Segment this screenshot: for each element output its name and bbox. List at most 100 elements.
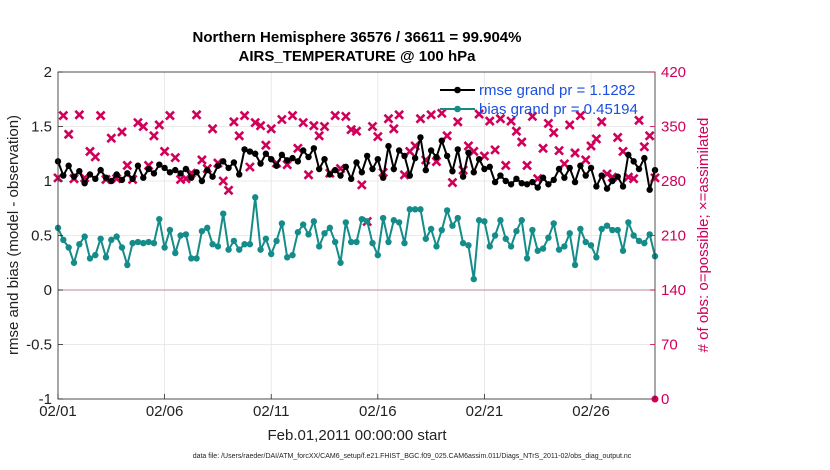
rmse-point [124, 170, 131, 177]
bias-point [486, 243, 493, 250]
bias-point [507, 243, 515, 250]
obs-possible-marker [431, 156, 442, 167]
bias-point [129, 239, 136, 247]
rmse-point [70, 173, 78, 180]
bias-point [518, 217, 525, 224]
y-tick-label: 0 [44, 282, 52, 299]
rmse-point [571, 178, 579, 186]
bias-point [529, 226, 536, 234]
rmse-point [363, 152, 371, 160]
obs-possible-marker [538, 143, 548, 154]
x-tick-label: 02/26 [572, 403, 610, 420]
obs-possible-marker [228, 116, 239, 127]
obs-possible-marker [159, 146, 170, 157]
bias-point [225, 246, 232, 253]
bias-point [593, 254, 600, 261]
bias-point [411, 206, 419, 213]
legend-rmse-marker [454, 86, 461, 94]
bias-point [635, 237, 643, 245]
rmse-point [299, 147, 307, 154]
obs-possible-marker [95, 110, 106, 121]
rmse-point [385, 142, 392, 150]
rmse-point [518, 179, 525, 187]
rmse-point [555, 165, 563, 173]
rmse-point [379, 174, 387, 181]
rmse-point [486, 163, 493, 171]
obs-possible-marker [436, 108, 447, 119]
rmse-point [523, 181, 531, 188]
bias-point [284, 254, 291, 261]
rmse-point [321, 156, 328, 163]
rmse-point [417, 134, 424, 141]
obs-possible-marker [527, 111, 538, 122]
obs-possible-marker [484, 116, 495, 126]
rmse-point [214, 162, 222, 169]
obs-possible-marker [239, 110, 250, 121]
rmse-point [358, 169, 366, 176]
obs-possible-marker [298, 117, 309, 128]
rmse-point [561, 174, 568, 181]
rmse-point [614, 173, 621, 180]
obs-possible-marker [330, 110, 341, 121]
bias-point [342, 219, 350, 226]
rmse-point [593, 183, 600, 190]
y2-tick-label: 350 [661, 119, 686, 136]
bias-point [230, 237, 238, 245]
rmse-point [188, 174, 195, 181]
obs-possible-marker [170, 152, 181, 163]
rmse-point [198, 177, 206, 185]
bias-point [401, 239, 408, 247]
bias-point [172, 249, 179, 257]
obs-possible-marker [570, 148, 580, 158]
obs-possible-marker [548, 127, 559, 138]
rmse-point [481, 165, 488, 173]
obs-possible-marker [191, 109, 202, 120]
rmse-point [289, 154, 296, 162]
bias-point [587, 242, 595, 249]
bias-point [369, 239, 376, 247]
obs-possible-marker [314, 130, 325, 141]
rmse-point [268, 156, 275, 163]
bias-point [603, 222, 611, 229]
bias-point [241, 241, 248, 248]
obs-possible-marker [74, 109, 85, 120]
bias-point [299, 221, 307, 228]
obs-possible-marker [266, 123, 277, 134]
rmse-point [97, 166, 104, 174]
y2-tick-label: 70 [661, 337, 678, 354]
bias-point [257, 246, 264, 253]
obs-possible-marker [149, 130, 159, 141]
bias-point [513, 227, 520, 235]
bias-point [252, 194, 259, 201]
rmse-point [86, 171, 94, 178]
bias-point [582, 238, 589, 246]
rmse-point [619, 183, 627, 190]
rmse-point [449, 167, 456, 175]
obs-possible-marker [580, 155, 591, 165]
obs-possible-marker [90, 151, 101, 162]
rmse-point [491, 178, 499, 186]
obs-possible-marker [356, 179, 367, 190]
rmse-point [550, 176, 557, 184]
bias-point [214, 243, 222, 250]
rmse-point [156, 161, 163, 168]
bias-point [443, 207, 451, 214]
obs-possible-marker [122, 160, 133, 171]
rmse-point [150, 170, 158, 177]
obs-possible-marker [351, 126, 362, 137]
bias-point [102, 254, 110, 261]
bias-point [140, 239, 147, 247]
bias-point [619, 247, 627, 254]
bias-point [97, 235, 104, 242]
bias-point [609, 226, 616, 234]
bias-point [454, 214, 461, 222]
obs-possible-marker [575, 110, 586, 121]
rmse-point [315, 165, 323, 173]
obs-possible-marker [308, 120, 319, 131]
rmse-point [257, 160, 264, 167]
rmse-point [241, 146, 248, 153]
bias-point [118, 244, 126, 251]
obs-possible-marker [634, 115, 644, 126]
rmse-point [438, 137, 445, 144]
